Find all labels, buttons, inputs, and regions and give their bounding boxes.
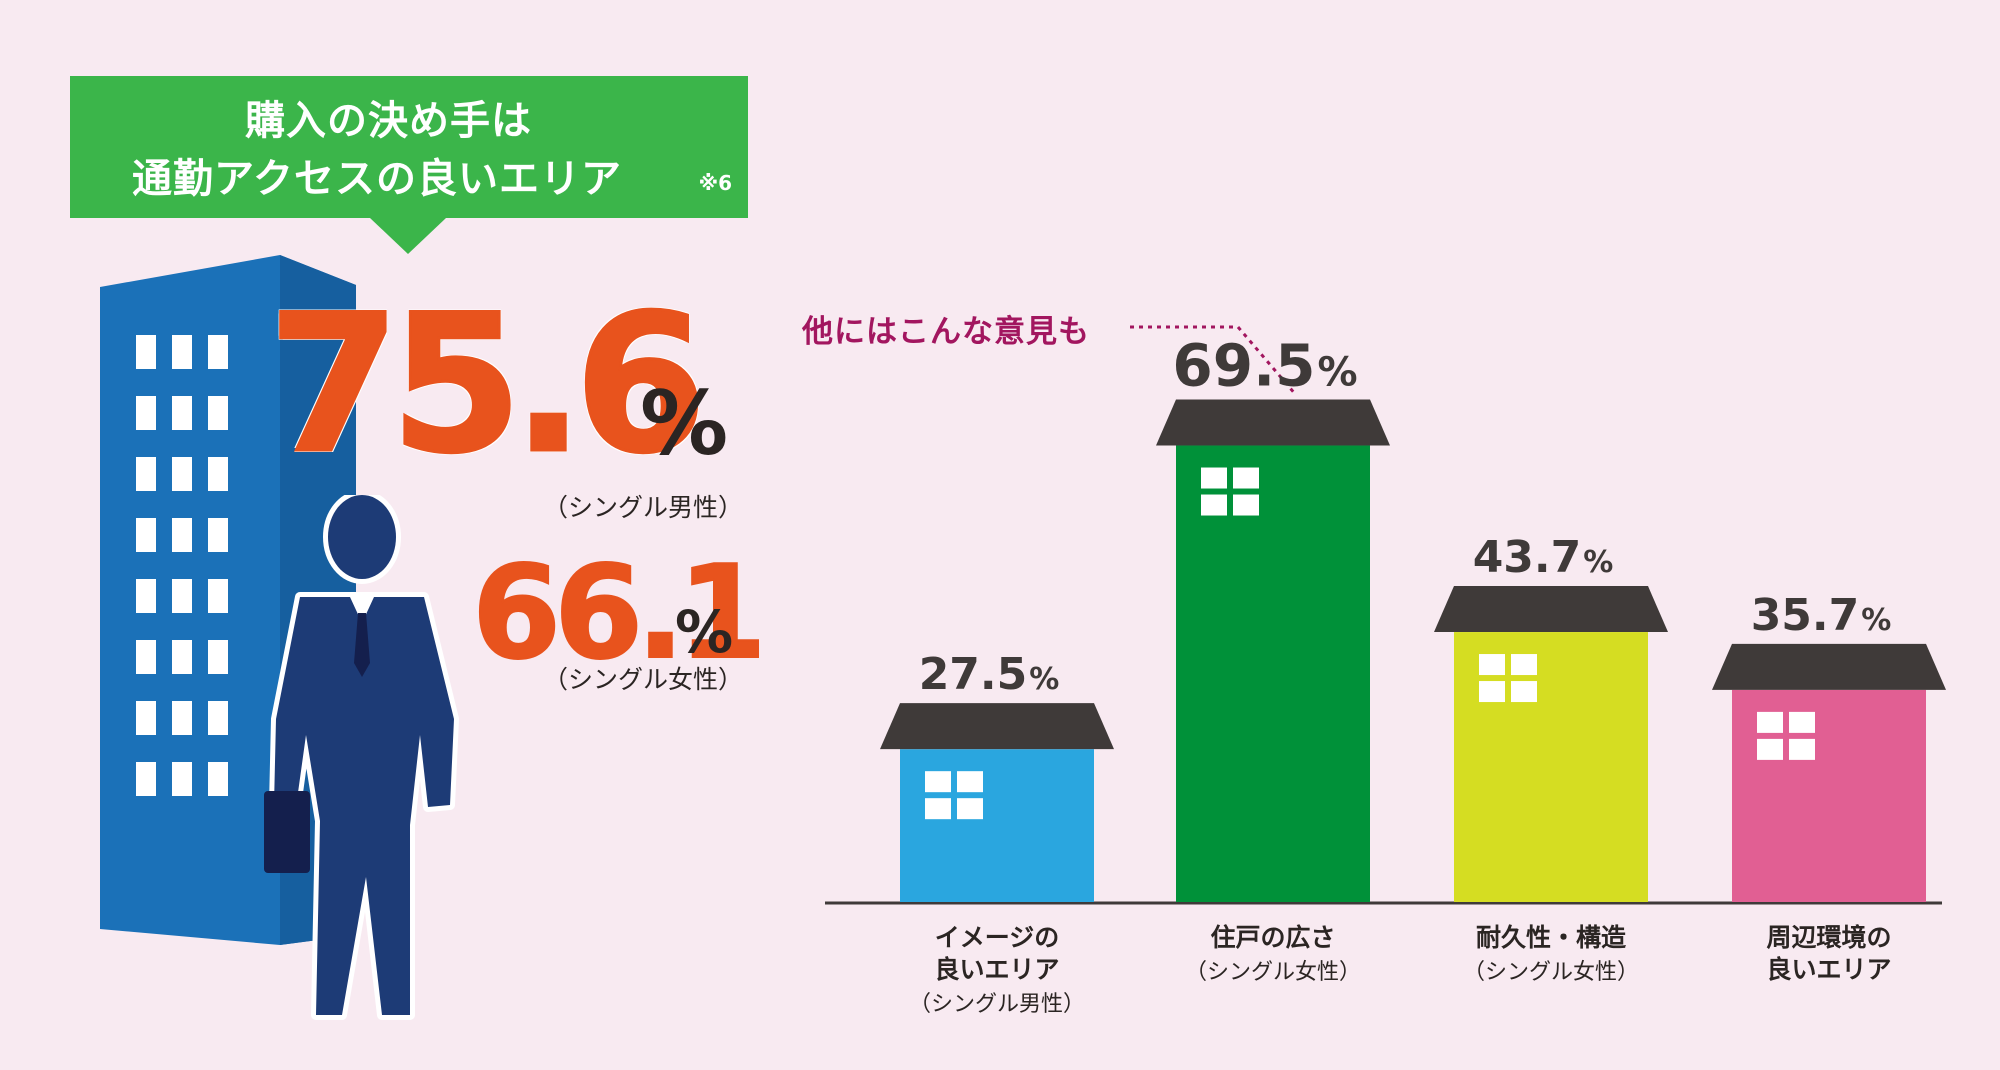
building-windows bbox=[136, 335, 228, 796]
category-subgroup: （シングル男性） bbox=[908, 992, 1085, 1017]
building-window bbox=[136, 579, 156, 613]
building-window bbox=[136, 762, 156, 796]
category-name: 耐久性・構造 bbox=[1475, 923, 1626, 952]
building-window bbox=[136, 640, 156, 674]
house-roof bbox=[1156, 399, 1390, 446]
bar-value-unit: % bbox=[1029, 662, 1059, 697]
person-collar bbox=[350, 597, 374, 623]
window-icon bbox=[1789, 711, 1815, 733]
building-window bbox=[208, 335, 228, 369]
bar-value-label: 43.7% bbox=[1473, 532, 1614, 583]
window-icon bbox=[1479, 681, 1505, 703]
headline-line-2: 通勤アクセスの良いエリア bbox=[132, 156, 622, 202]
headline-footnote: ※6 bbox=[698, 171, 732, 195]
stat-female-unit: % bbox=[675, 598, 734, 666]
building-window bbox=[208, 457, 228, 491]
window-icon bbox=[1233, 467, 1259, 489]
building-window bbox=[172, 518, 192, 552]
stat-male-unit: % bbox=[640, 372, 729, 475]
bar-value-number: 27.5 bbox=[919, 649, 1028, 700]
building-window bbox=[172, 640, 192, 674]
stat-male-value: 75.6 bbox=[267, 274, 709, 495]
bar-value-unit: % bbox=[1318, 350, 1358, 396]
window-icon bbox=[957, 798, 983, 820]
building-window bbox=[172, 457, 192, 491]
bar-value-label: 35.7% bbox=[1751, 590, 1892, 641]
briefcase-icon bbox=[264, 791, 310, 873]
window-icon bbox=[957, 771, 983, 793]
building-window bbox=[208, 640, 228, 674]
category-name: 良いエリア bbox=[934, 955, 1060, 984]
businessman-walking-icon bbox=[264, 495, 459, 1020]
building-window bbox=[172, 396, 192, 430]
category-name: 周辺環境の bbox=[1766, 923, 1892, 952]
headline-pointer-triangle bbox=[370, 218, 446, 254]
building-window bbox=[208, 518, 228, 552]
bar-value-unit: % bbox=[1583, 545, 1613, 580]
category-subgroup: （シングル女性） bbox=[1462, 960, 1639, 985]
window-icon bbox=[925, 771, 951, 793]
window-icon bbox=[1201, 467, 1227, 489]
person-suit bbox=[274, 597, 454, 1015]
bar-value-number: 35.7 bbox=[1751, 590, 1860, 641]
window-icon bbox=[925, 798, 951, 820]
building-window bbox=[208, 396, 228, 430]
stat-male-caption: （シングル男性） bbox=[543, 493, 744, 522]
window-icon bbox=[1511, 681, 1537, 703]
category-subgroup: （シングル女性） bbox=[1184, 960, 1361, 985]
building-window bbox=[136, 457, 156, 491]
category-label: 住戸の広さ （シングル女性） bbox=[1153, 922, 1393, 992]
dotted-leader bbox=[1130, 325, 1298, 396]
category-name: 住戸の広さ bbox=[1210, 923, 1336, 952]
building-window bbox=[208, 579, 228, 613]
window-icon bbox=[1789, 738, 1815, 760]
house-roof bbox=[1434, 586, 1668, 633]
building-window bbox=[172, 701, 192, 735]
window-icon bbox=[1757, 738, 1783, 760]
bar-value-label: 27.5% bbox=[919, 649, 1060, 700]
window-icon bbox=[1757, 711, 1783, 733]
stat-female-caption: （シングル女性） bbox=[543, 665, 744, 694]
building-window bbox=[136, 518, 156, 552]
headline-box: 購入の決め手は 通勤アクセスの良いエリア ※6 bbox=[70, 76, 748, 218]
house-roof bbox=[1712, 643, 1946, 690]
bar-value-number: 69.5 bbox=[1172, 332, 1315, 400]
category-label: 耐久性・構造 （シングル女性） bbox=[1431, 922, 1671, 992]
window-icon bbox=[1479, 654, 1505, 676]
house-roof bbox=[880, 703, 1114, 750]
person-head bbox=[328, 495, 396, 579]
building-window bbox=[172, 762, 192, 796]
building-window bbox=[172, 335, 192, 369]
headline-line-1: 購入の決め手は bbox=[245, 98, 532, 144]
window-icon bbox=[1511, 654, 1537, 676]
building-window bbox=[172, 579, 192, 613]
building-window bbox=[208, 762, 228, 796]
category-label: 周辺環境の良いエリア bbox=[1709, 922, 1949, 986]
house-bar-body bbox=[1176, 445, 1370, 902]
bar-value-number: 43.7 bbox=[1473, 532, 1582, 583]
bar-value-unit: % bbox=[1861, 603, 1891, 638]
stat-female-value: 66.1 bbox=[471, 539, 768, 688]
building-window bbox=[136, 396, 156, 430]
category-name: 良いエリア bbox=[1766, 955, 1892, 984]
person-tie bbox=[354, 613, 370, 677]
building-window bbox=[208, 701, 228, 735]
window-icon bbox=[1233, 494, 1259, 516]
bar-value-label: 69.5% bbox=[1172, 332, 1357, 400]
category-name: イメージの bbox=[934, 923, 1060, 952]
other-opinions-label: 他にはこんな意見も bbox=[802, 314, 1090, 350]
building-window bbox=[136, 701, 156, 735]
leader-dotted-line bbox=[1130, 325, 1298, 396]
category-label: イメージの良いエリア （シングル男性） bbox=[877, 922, 1117, 1024]
house-bar-body bbox=[1454, 632, 1648, 902]
window-icon bbox=[1201, 494, 1227, 516]
building-window bbox=[136, 335, 156, 369]
